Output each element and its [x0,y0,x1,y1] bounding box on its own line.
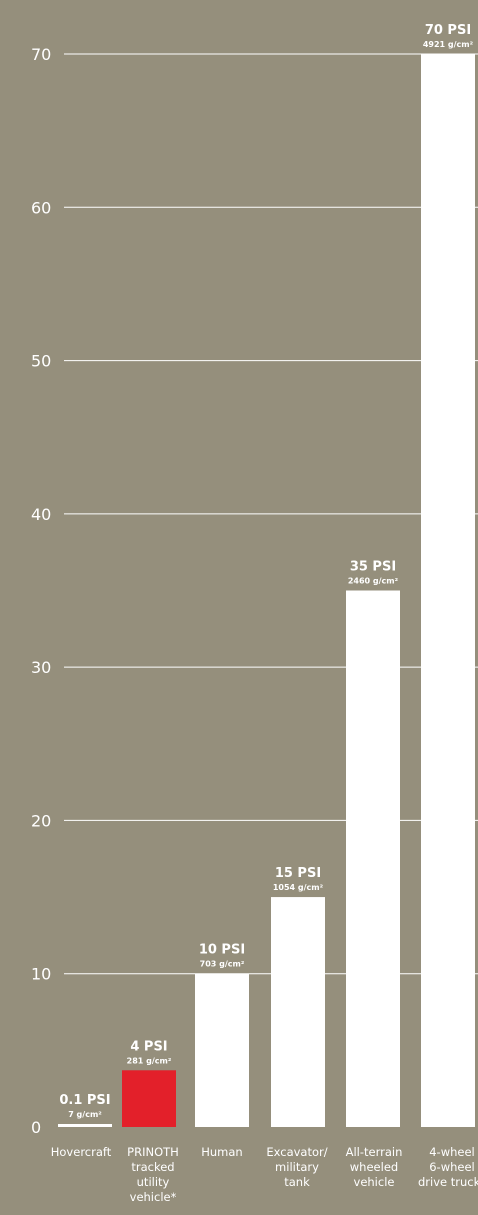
category-label-line: 4-wheel [429,1145,475,1159]
category-label-line: PRINOTH [127,1145,179,1159]
category-label-line: wheeled [350,1160,398,1174]
value-label-3: 15 PSI [275,866,321,881]
category-label-3: Excavator/military tank [266,1145,327,1189]
y-tick-label-60: 60 [31,198,51,217]
category-label-line: drive truck* [418,1175,478,1189]
category-label-line: Human [201,1145,242,1159]
value-label-1: 4 PSI [130,1039,167,1054]
value-labels: 0.1 PSI 7 g/cm² 4 PSI 281 g/cm² 10 PSI 703 g/… [59,23,473,1119]
bar-2 [195,973,249,1127]
value-sublabel-4: 2460 g/cm² [348,577,399,586]
category-label-line: All-terrain [346,1145,403,1159]
grid-lines [64,53,478,975]
category-label-line: military [275,1160,319,1174]
category-label-0: Hovercraft [51,1145,112,1159]
value-label-0: 0.1 PSI [59,1093,110,1108]
y-tick-label-30: 30 [31,658,51,677]
value-label-4: 35 PSI [350,560,396,575]
y-tick-label-20: 20 [31,811,51,830]
category-label-line: tank [284,1175,310,1189]
value-sublabel-5: 4921 g/cm² [423,40,474,49]
bar-4 [346,590,400,1127]
category-label-line: vehicle* [130,1190,177,1204]
y-axis-tick-labels: 0 10 20 30 40 50 60 70 [31,45,51,1137]
y-tick-label-10: 10 [31,965,51,984]
category-label-line: Hovercraft [51,1145,112,1159]
value-sublabel-1: 281 g/cm² [127,1056,172,1065]
category-label-line: tracked [131,1160,174,1174]
category-label-2: Human [201,1145,242,1159]
y-tick-label-0: 0 [31,1118,41,1137]
category-label-line: Excavator/ [266,1145,327,1159]
y-tick-label-50: 50 [31,352,51,371]
value-sublabel-2: 703 g/cm² [200,960,245,969]
category-label-4: All-terrain wheeled vehicle [346,1145,403,1189]
bar-1 [122,1070,176,1127]
value-sublabel-0: 7 g/cm² [68,1110,102,1119]
y-tick-label-70: 70 [31,45,51,64]
bar-5 [421,54,475,1127]
category-label-line: utility [137,1175,170,1189]
value-sublabel-3: 1054 g/cm² [273,883,324,892]
bars [58,54,475,1127]
bar-3 [271,897,325,1127]
category-label-1: PRINOTH tracked utility vehicle* [127,1145,179,1204]
bar-0 [58,1124,112,1127]
value-label-2: 10 PSI [199,943,245,958]
category-labels: Hovercraft PRINOTH tracked utility vehicle* H… [51,1145,478,1204]
category-label-line: 6-wheel [429,1160,475,1174]
y-tick-label-40: 40 [31,505,51,524]
category-label-line: vehicle [354,1175,395,1189]
value-label-5: 70 PSI [425,23,471,38]
